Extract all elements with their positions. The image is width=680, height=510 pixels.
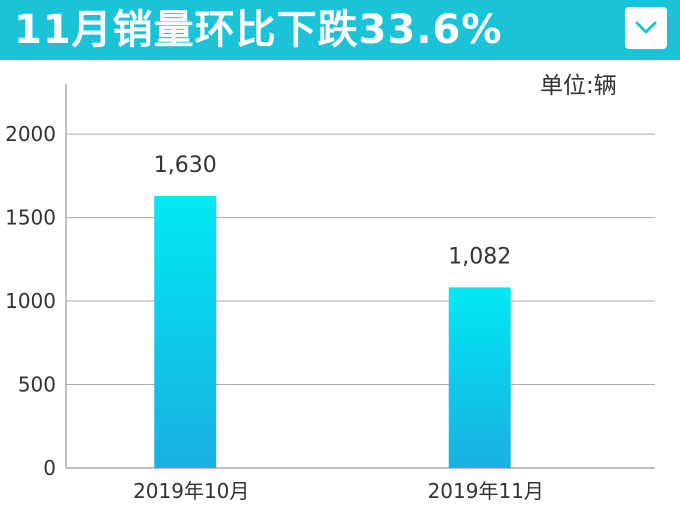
- data-label: 1,082: [448, 244, 511, 269]
- chevron-down-icon: [635, 21, 657, 34]
- y-tick-label: 2000: [5, 122, 56, 146]
- bar: [154, 195, 217, 468]
- x-tick-label: 2019年10月: [133, 479, 249, 503]
- y-tick-label: 0: [43, 456, 56, 480]
- y-tick-label: 1500: [5, 206, 56, 230]
- dropdown-button[interactable]: [625, 7, 667, 49]
- bar: [448, 287, 511, 468]
- data-label: 1,630: [154, 153, 217, 178]
- page-title: 11月销量环比下跌33.6%: [14, 7, 503, 53]
- y-tick-label: 500: [18, 373, 56, 397]
- unit-label: 单位:辆: [540, 73, 617, 99]
- title-bar: 11月销量环比下跌33.6%: [0, 0, 680, 60]
- y-tick-label: 1000: [5, 289, 56, 313]
- x-tick-label: 2019年11月: [428, 479, 544, 503]
